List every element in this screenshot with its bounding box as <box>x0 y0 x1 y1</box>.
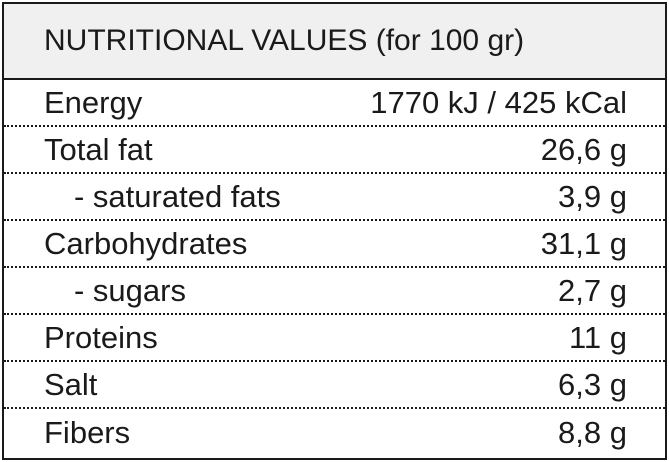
row-value: 3,9 g <box>558 178 627 214</box>
row-label: Proteins <box>44 319 158 355</box>
row-label: - sugars <box>74 272 186 308</box>
row-value: 2,7 g <box>558 272 627 308</box>
row-label: - saturated fats <box>74 178 281 214</box>
table-row-saturated-fats: - saturated fats 3,9 g <box>4 174 665 221</box>
row-value: 1770 kJ / 425 kCal <box>370 84 627 120</box>
table-row-salt: Salt 6,3 g <box>4 362 665 409</box>
row-value: 8,8 g <box>558 414 627 450</box>
row-label: Fibers <box>44 414 131 450</box>
row-value: 6,3 g <box>558 366 627 402</box>
nutrition-rows: Energy 1770 kJ / 425 kCal Total fat 26,6… <box>4 80 665 456</box>
row-label: Carbohydrates <box>44 225 248 261</box>
table-row-carbohydrates: Carbohydrates 31,1 g <box>4 221 665 268</box>
row-value: 31,1 g <box>540 225 627 261</box>
table-row-energy: Energy 1770 kJ / 425 kCal <box>4 80 665 127</box>
table-row-fibers: Fibers 8,8 g <box>4 409 665 456</box>
table-row-total-fat: Total fat 26,6 g <box>4 127 665 174</box>
table-row-sugars: - sugars 2,7 g <box>4 268 665 315</box>
row-label: Salt <box>44 366 98 402</box>
row-label: Total fat <box>44 131 153 167</box>
table-row-proteins: Proteins 11 g <box>4 315 665 362</box>
table-title: NUTRITIONAL VALUES (for 100 gr) <box>4 4 665 80</box>
row-value: 11 g <box>568 319 627 355</box>
row-label: Energy <box>44 84 143 120</box>
row-value: 26,6 g <box>540 131 627 167</box>
